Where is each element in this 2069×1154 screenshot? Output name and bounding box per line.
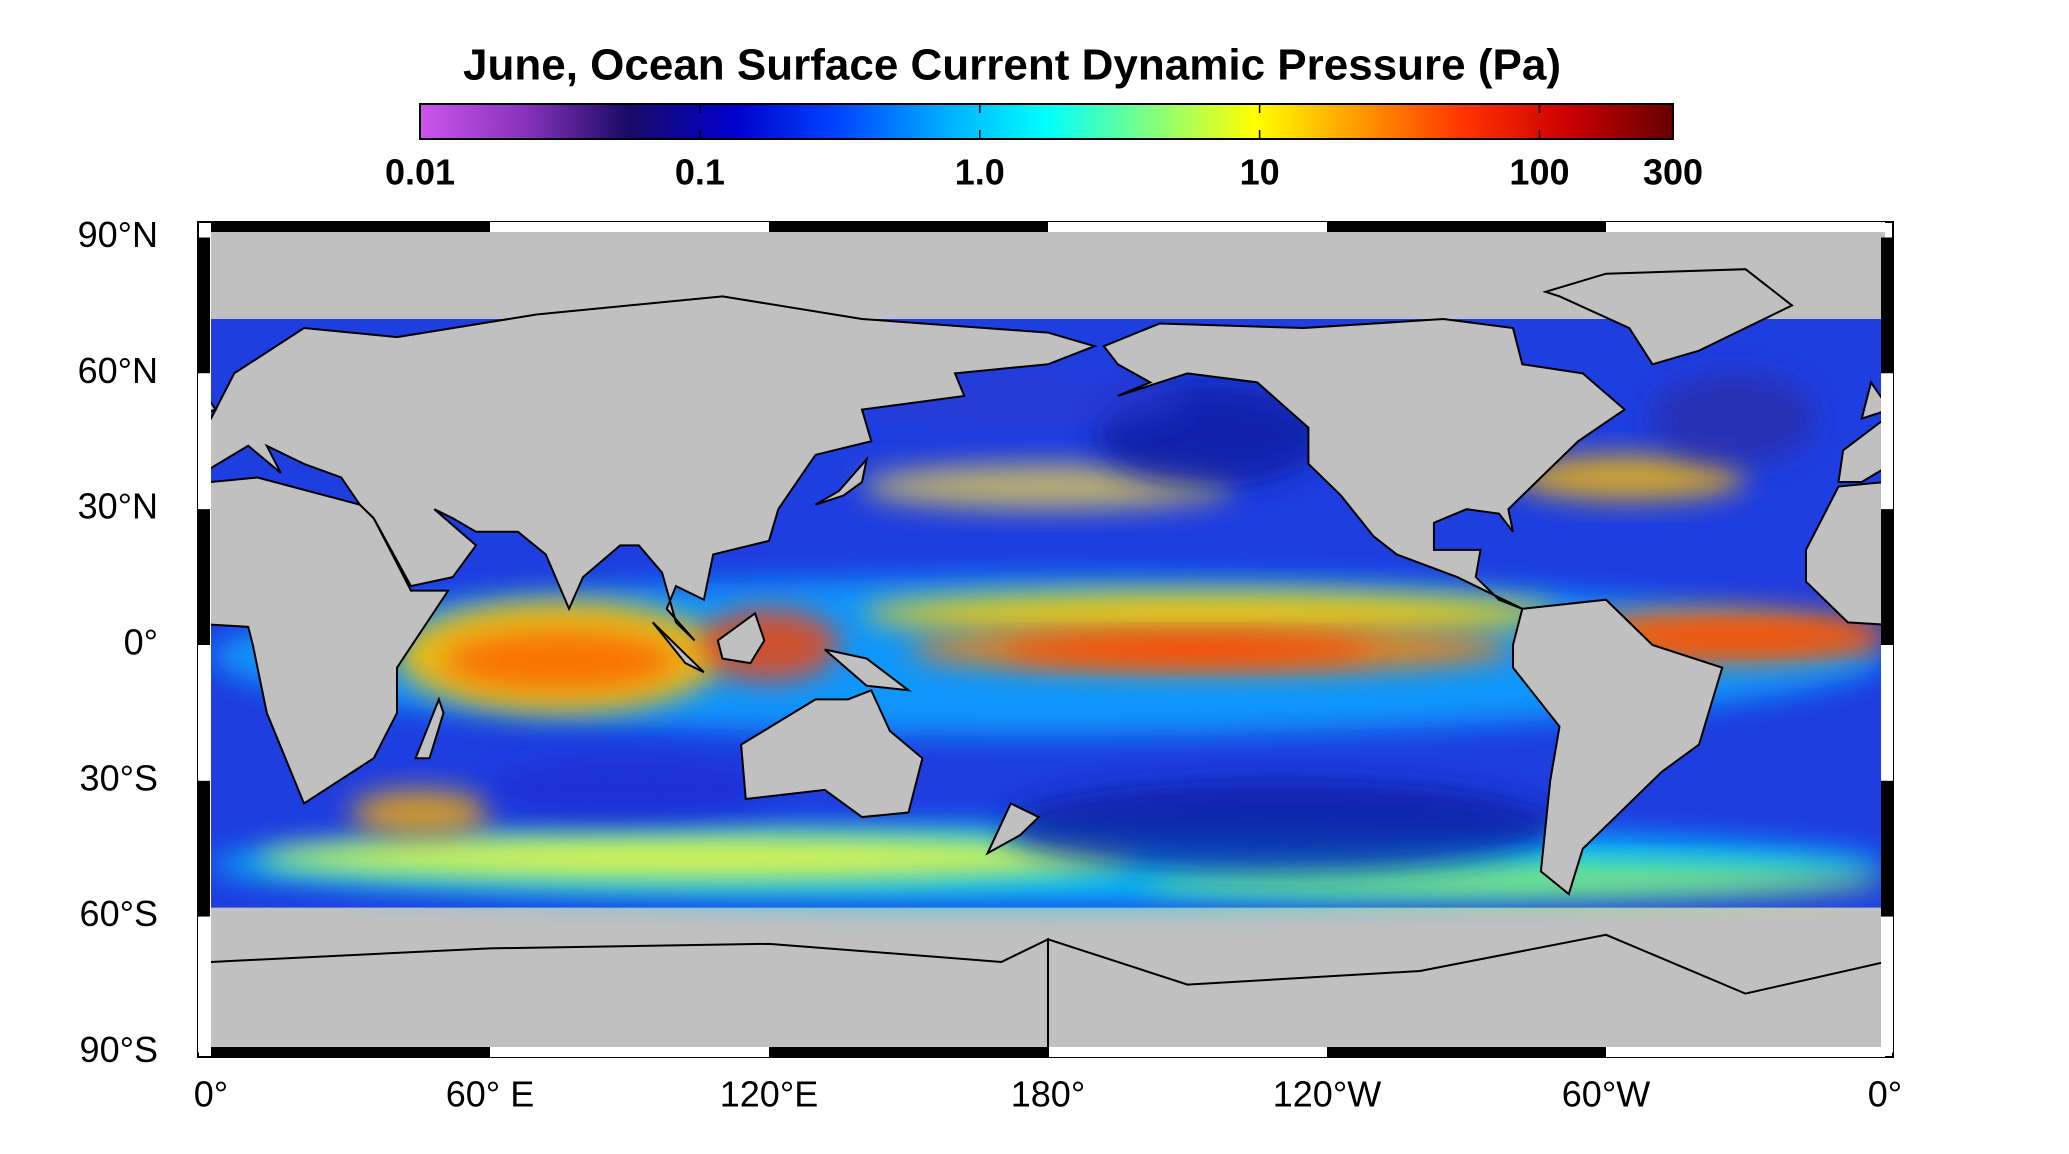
frame-tick [1881, 238, 1893, 374]
frame-tick [211, 222, 490, 232]
latitude-label: 90°N [78, 214, 158, 255]
frame-tick [769, 222, 1048, 232]
ocean-band [1653, 373, 1816, 464]
ocean-band [1002, 781, 1560, 872]
latitude-label: 30°S [80, 757, 158, 798]
latitude-label: 60°S [80, 893, 158, 934]
ocean-band [351, 790, 491, 835]
frame-tick [198, 917, 210, 1053]
longitude-label: 60°W [1562, 1074, 1650, 1115]
frame-tick [198, 238, 210, 374]
longitude-label: 120°W [1273, 1074, 1381, 1115]
frame-tick [1048, 222, 1327, 232]
frame-tick [769, 1047, 1048, 1057]
colorbar-tick-label: 100 [1509, 152, 1569, 193]
ocean-band [490, 758, 769, 817]
colorbar-tick-label: 1.0 [955, 152, 1005, 193]
frame-tick [198, 781, 210, 917]
frame-tick [1327, 1047, 1606, 1057]
longitude-label: 120°E [720, 1074, 818, 1115]
frame-tick [211, 1047, 490, 1057]
colorbar-tick-label: 300 [1643, 152, 1703, 193]
frame-tick [1327, 222, 1606, 232]
ocean-band [1002, 636, 1374, 663]
longitude-label: 60° E [446, 1074, 534, 1115]
frame-tick [198, 373, 210, 509]
map [0, 230, 2069, 1053]
frame-tick [1881, 509, 1893, 645]
latitude-label: 90°S [80, 1029, 158, 1070]
longitude-label: 180° [1011, 1074, 1085, 1115]
colorbar-tick-label: 10 [1240, 152, 1280, 193]
land [0, 600, 48, 894]
frame-tick [490, 1047, 769, 1057]
latitude-label: 0° [124, 622, 158, 663]
colorbar-fill [420, 104, 1673, 139]
colorbar-tick-label: 0.1 [675, 152, 725, 193]
frame-tick [1048, 1047, 1327, 1057]
longitude-label: 0° [194, 1074, 228, 1115]
frame-tick [198, 509, 210, 645]
colorbar-tick-label: 0.01 [385, 152, 455, 193]
title: June, Ocean Surface Current Dynamic Pres… [463, 41, 1561, 90]
frame-tick [1881, 781, 1893, 917]
ocean-band [444, 631, 677, 690]
frame-tick [1881, 645, 1893, 781]
longitude-label: 0° [1868, 1074, 1902, 1115]
frame-tick [1606, 222, 1885, 232]
latitude-label: 60°N [78, 350, 158, 391]
colorbar: 0.01 0.1 1.0 10 100 300 [385, 104, 1703, 193]
frame-tick [198, 645, 210, 781]
latitude-label: 30°N [78, 486, 158, 527]
frame-tick [1881, 373, 1893, 509]
frame-tick [1881, 917, 1893, 1053]
frame-tick [1606, 1047, 1885, 1057]
frame-tick [490, 222, 769, 232]
